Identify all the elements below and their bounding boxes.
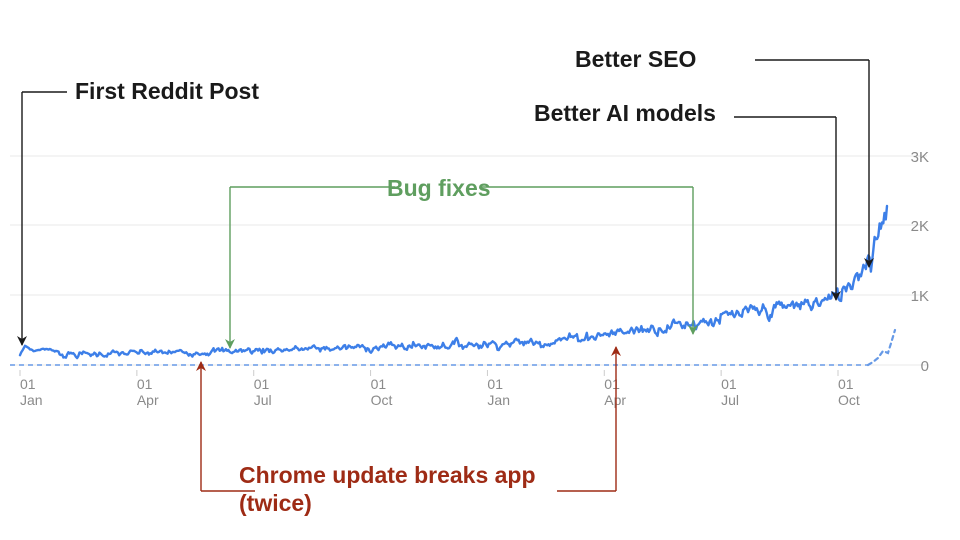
svg-text:Apr: Apr	[137, 392, 159, 408]
svg-text:01: 01	[371, 376, 387, 392]
svg-text:01: 01	[137, 376, 153, 392]
svg-text:01: 01	[604, 376, 620, 392]
svg-text:01: 01	[487, 376, 503, 392]
svg-text:01: 01	[721, 376, 737, 392]
svg-text:Jul: Jul	[721, 392, 739, 408]
svg-text:01: 01	[254, 376, 270, 392]
svg-text:0: 0	[921, 358, 929, 375]
svg-text:Jul: Jul	[254, 392, 272, 408]
svg-text:01: 01	[20, 376, 36, 392]
svg-text:2K: 2K	[911, 218, 929, 235]
svg-text:Oct: Oct	[371, 392, 393, 408]
svg-text:1K: 1K	[911, 288, 929, 305]
svg-text:3K: 3K	[911, 149, 929, 166]
svg-text:Jan: Jan	[487, 392, 510, 408]
svg-text:Oct: Oct	[838, 392, 860, 408]
svg-text:Jan: Jan	[20, 392, 43, 408]
svg-text:01: 01	[838, 376, 854, 392]
